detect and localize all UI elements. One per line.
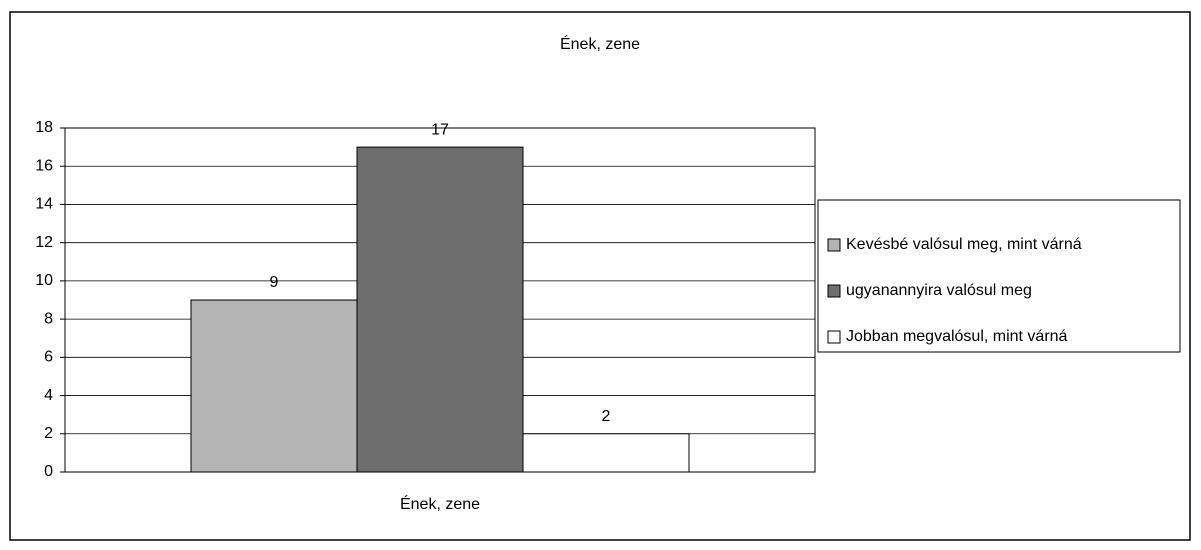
- data-label: 17: [431, 121, 449, 138]
- legend-label: Kevésbé valósul meg, mint várná: [846, 236, 1082, 253]
- bar: [356, 146, 524, 473]
- y-tick-label: 14: [35, 196, 53, 213]
- y-tick-label: 0: [44, 463, 53, 480]
- legend-swatch: [827, 284, 841, 298]
- legend-swatch: [827, 330, 841, 344]
- legend-label: ugyanannyira valósul meg: [846, 282, 1032, 299]
- y-tick-label: 10: [35, 272, 53, 289]
- y-tick-label: 4: [44, 387, 53, 404]
- y-tick-label: 18: [35, 119, 53, 136]
- data-label: 2: [602, 408, 611, 425]
- legend-swatch: [827, 238, 841, 252]
- y-tick-label: 6: [44, 349, 53, 366]
- legend-label: Jobban megvalósul, mint várná: [846, 328, 1068, 345]
- legend-frame: [817, 199, 1181, 353]
- bar: [522, 433, 690, 473]
- y-tick-label: 12: [35, 234, 53, 251]
- data-label: 9: [270, 274, 279, 291]
- y-tick-label: 2: [44, 425, 53, 442]
- bar: [190, 299, 358, 473]
- y-tick-label: 16: [35, 157, 53, 174]
- y-tick-label: 8: [44, 310, 53, 327]
- chart-title: Ének, zene: [560, 34, 640, 53]
- x-tick-label: Ének, zene: [400, 494, 480, 513]
